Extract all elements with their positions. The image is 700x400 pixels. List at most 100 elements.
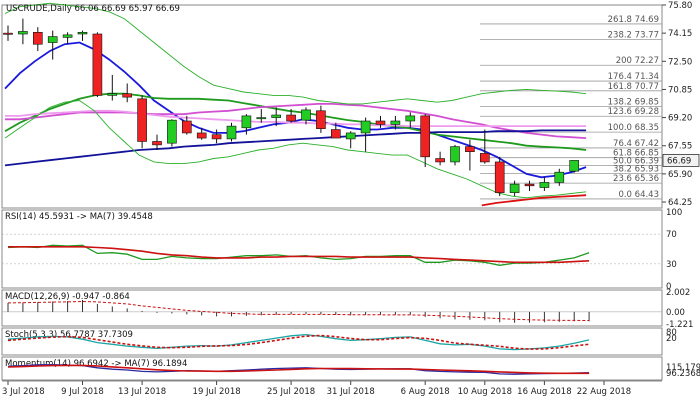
candle-bull xyxy=(241,115,252,129)
candle-bear xyxy=(524,183,535,187)
candle-bear xyxy=(375,120,386,125)
time-axis: 3 Jul 2018 9 Jul 2018 13 Jul 2018 19 Jul 20… xyxy=(2,380,662,397)
candle-bear xyxy=(494,161,505,193)
candle-bull xyxy=(539,182,550,188)
ma-line-navy xyxy=(4,129,587,167)
price-tick-label: 67.55 xyxy=(668,142,692,152)
candle-bull xyxy=(360,120,371,134)
time-tick-label: 6 Aug 2018 xyxy=(401,387,450,397)
indicator-tick-label: 115.1796 xyxy=(666,363,700,373)
candle-bear xyxy=(465,146,475,153)
indicator-tick-label: 100 xyxy=(666,208,682,218)
candle-bull xyxy=(390,120,401,125)
ma-line-pink xyxy=(5,109,587,127)
candle-bull xyxy=(256,117,267,120)
indicator-pane-frame xyxy=(1,209,663,289)
candle-bull xyxy=(271,114,282,118)
candle-bull xyxy=(405,115,416,122)
fib-label: 0.0 64.43 xyxy=(618,190,659,200)
indicator-tick-label: 96.2368 xyxy=(666,369,700,379)
candle-bull xyxy=(509,183,520,193)
candle-bear xyxy=(122,93,132,98)
indicator-title: Momentum(14) 96.6942 -> MA(7) 96.1894 xyxy=(5,359,187,369)
indicator-tick-label: 0.00 xyxy=(666,308,685,318)
pane-frames xyxy=(1,4,663,381)
fib-label: 50.0 66.39 xyxy=(613,157,659,167)
time-tick-label: 13 Jul 2018 xyxy=(118,387,166,397)
candlesticks xyxy=(3,18,580,197)
price-axis: 75.80 74.15 72.50 70.85 69.20 67.55 65.90 64.25… xyxy=(662,1,700,208)
indicator-line-ma xyxy=(7,364,590,375)
candle-bull xyxy=(301,109,311,121)
candle-bear xyxy=(152,141,162,146)
indicator-title: MACD(12,26,9) -0.947 -0.864 xyxy=(5,292,130,302)
price-tick-label: 69.20 xyxy=(668,114,692,124)
indicator-pane-frame xyxy=(1,356,663,381)
candle-bear xyxy=(211,134,222,140)
fib-label: 161.8 70.77 xyxy=(608,82,659,92)
fibonacci-levels: 261.8 74.69 238.2 73.77 200 72.27 176.4 71.… xyxy=(480,15,662,200)
macd-signal-line xyxy=(7,300,590,321)
indicator-tick-label: 80 xyxy=(666,328,677,338)
fib-label: 100.0 68.35 xyxy=(608,123,659,133)
candle-bear xyxy=(420,115,431,158)
candle-bear xyxy=(286,114,296,122)
price-tick-label: 70.85 xyxy=(668,85,692,95)
indicator-tick-label: 70 xyxy=(666,230,677,240)
candle-bear xyxy=(3,32,13,35)
candle-bear xyxy=(196,132,207,139)
candle-bull xyxy=(167,119,177,144)
price-tick-label: 64.25 xyxy=(668,198,692,208)
candle-bull xyxy=(47,36,58,43)
time-tick-label: 31 Jul 2018 xyxy=(327,387,375,397)
candle-bull xyxy=(569,160,580,172)
fib-label: 23.6 65.36 xyxy=(613,174,659,184)
indicator-title: Stoch(5,3,3) 56.7787 37.7309 xyxy=(5,330,133,340)
candle-bear xyxy=(182,120,192,134)
candle-bull xyxy=(77,31,88,35)
time-tick-label: 25 Jul 2018 xyxy=(267,387,315,397)
fib-label: 61.8 66.85 xyxy=(613,149,659,159)
indicator-line-ma xyxy=(8,246,590,264)
indicator-tick-label: -1.221 xyxy=(666,320,693,330)
chart-header: USCRUDE,Daily 66.06 66.69 65.97 66.69 xyxy=(6,4,180,14)
fib-label: 176.4 71.34 xyxy=(608,72,659,82)
price-tick-label: 75.80 xyxy=(668,1,692,11)
price-tick-label: 72.50 xyxy=(668,57,692,67)
indicator-line-k xyxy=(7,333,590,351)
time-tick-label: 16 Aug 2018 xyxy=(517,387,571,397)
ma-line-bb-lower xyxy=(4,100,587,199)
indicator-tick-label: 2.002 xyxy=(666,288,690,298)
price-tick-label: 74.15 xyxy=(668,29,692,39)
price-tick-label: 65.90 xyxy=(668,170,692,180)
indicator-pane-frame xyxy=(1,289,663,327)
last-price-label: 66.69 xyxy=(667,156,691,166)
indicator-line-d xyxy=(7,334,590,350)
candle-bear xyxy=(330,129,341,139)
indicator-tick-label: 30 xyxy=(666,260,677,270)
ma-line-blue xyxy=(4,41,587,179)
ma-line-red xyxy=(481,194,587,207)
indicator-pane-frame xyxy=(1,327,663,356)
candle-bull xyxy=(554,171,565,183)
fib-label: 38.2 65.93 xyxy=(613,164,659,174)
candle-bull xyxy=(107,93,118,96)
indicator-line-momentum xyxy=(7,363,590,375)
indicator-panes: RSI(14) 45.5931 -> MA(7) 39.4548 100 70 30 0… xyxy=(2,208,700,379)
fib-label: 261.8 74.69 xyxy=(608,15,659,25)
fib-label: 238.2 73.77 xyxy=(608,31,659,41)
ma-line-bb-upper xyxy=(4,2,587,105)
time-tick-label: 19 Jul 2018 xyxy=(193,387,241,397)
candle-bear xyxy=(32,31,43,45)
candle-bull xyxy=(345,132,356,140)
indicator-tick-label: 20 xyxy=(666,334,677,344)
candle-bull xyxy=(18,31,28,35)
indicator-title: RSI(14) 45.5931 -> MA(7) 39.4548 xyxy=(5,212,153,222)
candle-bear xyxy=(435,158,445,163)
indicator-tick-label: 0 xyxy=(666,282,671,292)
fib-label: 200 72.27 xyxy=(616,56,659,66)
candle-bear xyxy=(479,153,490,163)
time-tick-label: 22 Aug 2018 xyxy=(577,387,631,397)
candle-bull xyxy=(226,125,237,140)
